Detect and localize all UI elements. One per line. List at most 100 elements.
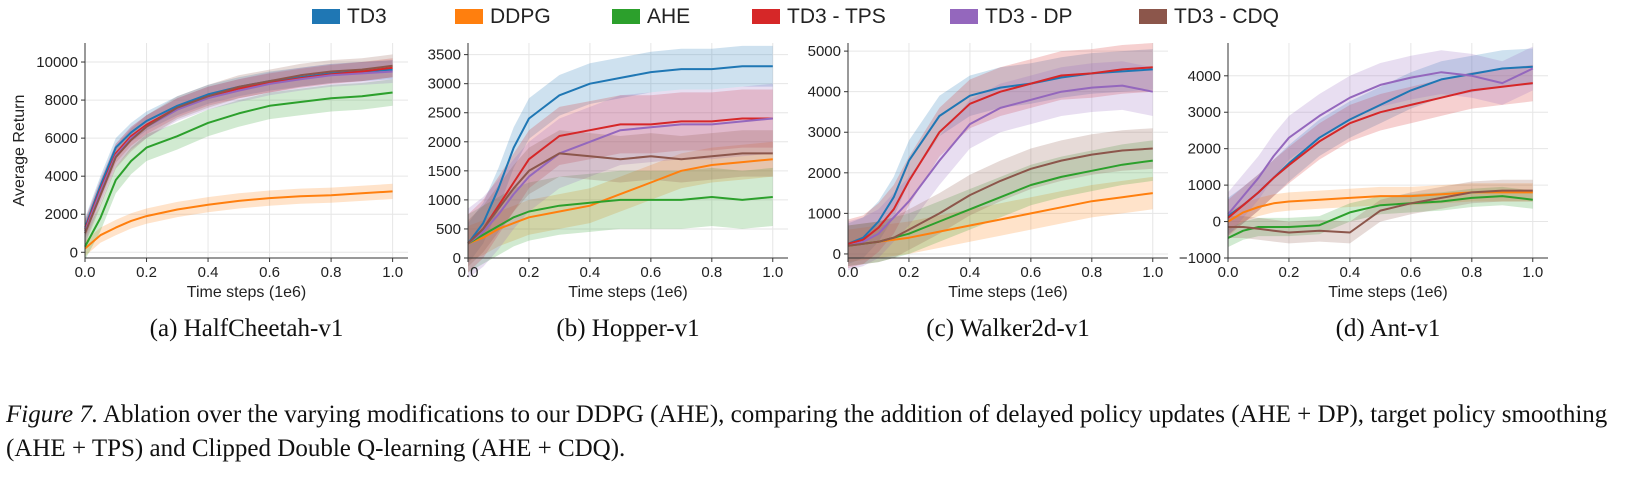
line-td3-dp bbox=[84, 70, 393, 232]
y-tick-label-1: 1000 bbox=[808, 205, 841, 222]
y-tick-label-0: 0 bbox=[70, 244, 78, 261]
x-tick-label-5: 1.0 bbox=[382, 264, 403, 281]
x-tick-label-3: 0.6 bbox=[640, 264, 661, 281]
band-td3-tps bbox=[468, 89, 773, 273]
band-ddpg bbox=[468, 141, 773, 261]
x-tick-label-5: 1.0 bbox=[1522, 264, 1543, 281]
line-td3-dp bbox=[467, 117, 773, 245]
y-tick-label-0: −1000 bbox=[1179, 250, 1221, 267]
y-tick-label-3: 3000 bbox=[808, 124, 841, 141]
x-tick-label-1: 0.2 bbox=[136, 264, 157, 281]
caption-label: Figure 7. bbox=[6, 401, 99, 428]
y-tick-label-5: 4000 bbox=[1188, 68, 1221, 85]
line-td3 bbox=[467, 65, 773, 245]
band-td3 bbox=[468, 45, 773, 264]
y-tick-label-6: 3000 bbox=[428, 76, 461, 93]
x-axis-label: Time steps (1e6) bbox=[568, 284, 687, 301]
legend-swatch-3 bbox=[752, 9, 780, 24]
legend-swatch-2 bbox=[612, 9, 640, 24]
y-axis-label: Average Return bbox=[11, 95, 28, 207]
x-tick-label-0: 0.0 bbox=[838, 264, 859, 281]
line-td3-dp bbox=[847, 84, 1153, 247]
y-tick-label-2: 1000 bbox=[1188, 177, 1221, 194]
legend-label-4: TD3 - DP bbox=[985, 5, 1073, 28]
x-tick-label-5: 1.0 bbox=[1142, 264, 1163, 281]
y-tick-label-3: 6000 bbox=[45, 130, 78, 147]
x-tick-label-2: 0.4 bbox=[959, 264, 980, 281]
x-tick-label-5: 1.0 bbox=[762, 264, 783, 281]
x-axis-label: Time steps (1e6) bbox=[187, 284, 306, 301]
band-td3-dp bbox=[85, 60, 393, 243]
band-td3 bbox=[85, 60, 393, 238]
subplot-title: (d) Ant-v1 bbox=[1336, 315, 1441, 342]
x-tick-label-0: 0.0 bbox=[1218, 264, 1239, 281]
y-tick-label-5: 10000 bbox=[36, 54, 78, 71]
x-tick-label-4: 0.8 bbox=[1461, 264, 1482, 281]
legend-label-3: TD3 - TPS bbox=[787, 5, 886, 28]
legend: TD3 DDPG AHE TD3 - TPS TD3 - DP TD3 - CDQ bbox=[312, 5, 1279, 28]
band-td3-dp bbox=[848, 61, 1153, 271]
x-tick-label-4: 0.8 bbox=[321, 264, 342, 281]
line-ddpg bbox=[84, 190, 393, 250]
x-tick-label-3: 0.6 bbox=[259, 264, 280, 281]
y-tick-label-4: 8000 bbox=[45, 92, 78, 109]
y-tick-label-1: 0 bbox=[1213, 214, 1221, 231]
legend-label-2: AHE bbox=[647, 5, 690, 28]
figure-caption: Figure 7. Ablation over the varying modi… bbox=[6, 398, 1626, 466]
band-td3 bbox=[1228, 48, 1533, 235]
line-td3-dp bbox=[1227, 67, 1534, 215]
ablation-figure: TD3 DDPG AHE TD3 - TPS TD3 - DP TD3 - CDQ 0.0… bbox=[11, 5, 1548, 342]
line-ddpg bbox=[467, 158, 773, 245]
line-td3-cdq bbox=[467, 152, 773, 245]
line-td3-cdq bbox=[847, 147, 1153, 247]
y-tick-label-3: 2000 bbox=[1188, 141, 1221, 158]
legend-swatch-5 bbox=[1139, 9, 1167, 24]
caption-text: Ablation over the varying modifications … bbox=[6, 401, 1608, 462]
x-axis-label: Time steps (1e6) bbox=[1328, 284, 1447, 301]
band-td3-tps bbox=[1228, 64, 1533, 237]
legend-swatch-1 bbox=[455, 9, 483, 24]
line-td3-cdq bbox=[1228, 189, 1533, 234]
x-tick-label-2: 0.4 bbox=[579, 264, 600, 281]
x-tick-label-1: 0.2 bbox=[1279, 264, 1300, 281]
band-td3-dp bbox=[468, 83, 773, 279]
y-tick-label-0: 0 bbox=[833, 246, 841, 263]
line-ahe bbox=[84, 91, 393, 248]
subplot-title: (b) Hopper-v1 bbox=[556, 315, 699, 342]
line-ahe bbox=[467, 196, 773, 245]
y-tick-label-4: 3000 bbox=[1188, 104, 1221, 121]
band-ddpg bbox=[85, 183, 393, 257]
x-tick-label-0: 0.0 bbox=[75, 264, 96, 281]
x-tick-label-0: 0.0 bbox=[458, 264, 479, 281]
plot-panels: 0.0 0.2 0.4 0.6 0.8 1.00200040006000800010000… bbox=[11, 43, 1548, 342]
y-tick-label-0: 0 bbox=[453, 250, 461, 267]
y-tick-label-1: 500 bbox=[436, 221, 461, 238]
x-tick-label-1: 0.2 bbox=[899, 264, 920, 281]
y-tick-label-5: 5000 bbox=[808, 43, 841, 60]
panel-2: 0.0 0.2 0.4 0.6 0.8 1.0 0 1000 2000 3000 4000 5000 T… bbox=[808, 43, 1168, 342]
panel-0: 0.0 0.2 0.4 0.6 0.8 1.0 0 2000 4000 6000 8000 10000… bbox=[11, 43, 408, 342]
line-td3-cdq bbox=[84, 64, 393, 234]
x-tick-label-2: 0.4 bbox=[1339, 264, 1360, 281]
line-td3-tps bbox=[1227, 82, 1533, 219]
legend-swatch-0 bbox=[312, 9, 340, 24]
band-ahe bbox=[468, 167, 773, 273]
panel-1: 0.0 0.2 0.4 0.6 0.8 1.0 0 500 1000 1500 2000 2500 30… bbox=[428, 43, 788, 342]
legend-swatch-4 bbox=[950, 9, 978, 24]
x-tick-label-3: 0.6 bbox=[1400, 264, 1421, 281]
legend-label-1: DDPG bbox=[490, 5, 551, 28]
x-tick-label-4: 0.8 bbox=[701, 264, 722, 281]
y-tick-label-2: 1000 bbox=[428, 192, 461, 209]
y-tick-label-7: 3500 bbox=[428, 47, 461, 64]
subplot-title: (a) HalfCheetah-v1 bbox=[150, 315, 344, 342]
legend-label-0: TD3 bbox=[347, 5, 387, 28]
y-tick-label-5: 2500 bbox=[428, 105, 461, 122]
y-tick-label-1: 2000 bbox=[45, 206, 78, 223]
x-tick-label-3: 0.6 bbox=[1020, 264, 1041, 281]
band-ahe bbox=[85, 79, 393, 260]
legend-label-5: TD3 - CDQ bbox=[1174, 5, 1279, 28]
x-tick-label-1: 0.2 bbox=[519, 264, 540, 281]
line-td3-tps bbox=[847, 66, 1153, 245]
y-tick-label-3: 1500 bbox=[428, 163, 461, 180]
line-td3-tps bbox=[467, 117, 773, 245]
